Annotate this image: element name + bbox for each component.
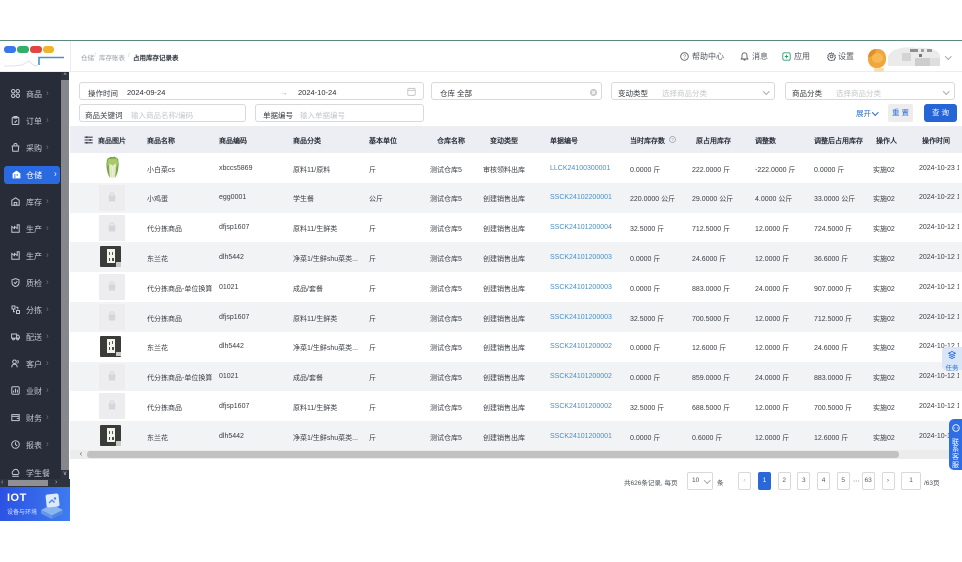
svg-text:?: ? (683, 55, 686, 61)
svg-text:?: ? (671, 137, 674, 142)
